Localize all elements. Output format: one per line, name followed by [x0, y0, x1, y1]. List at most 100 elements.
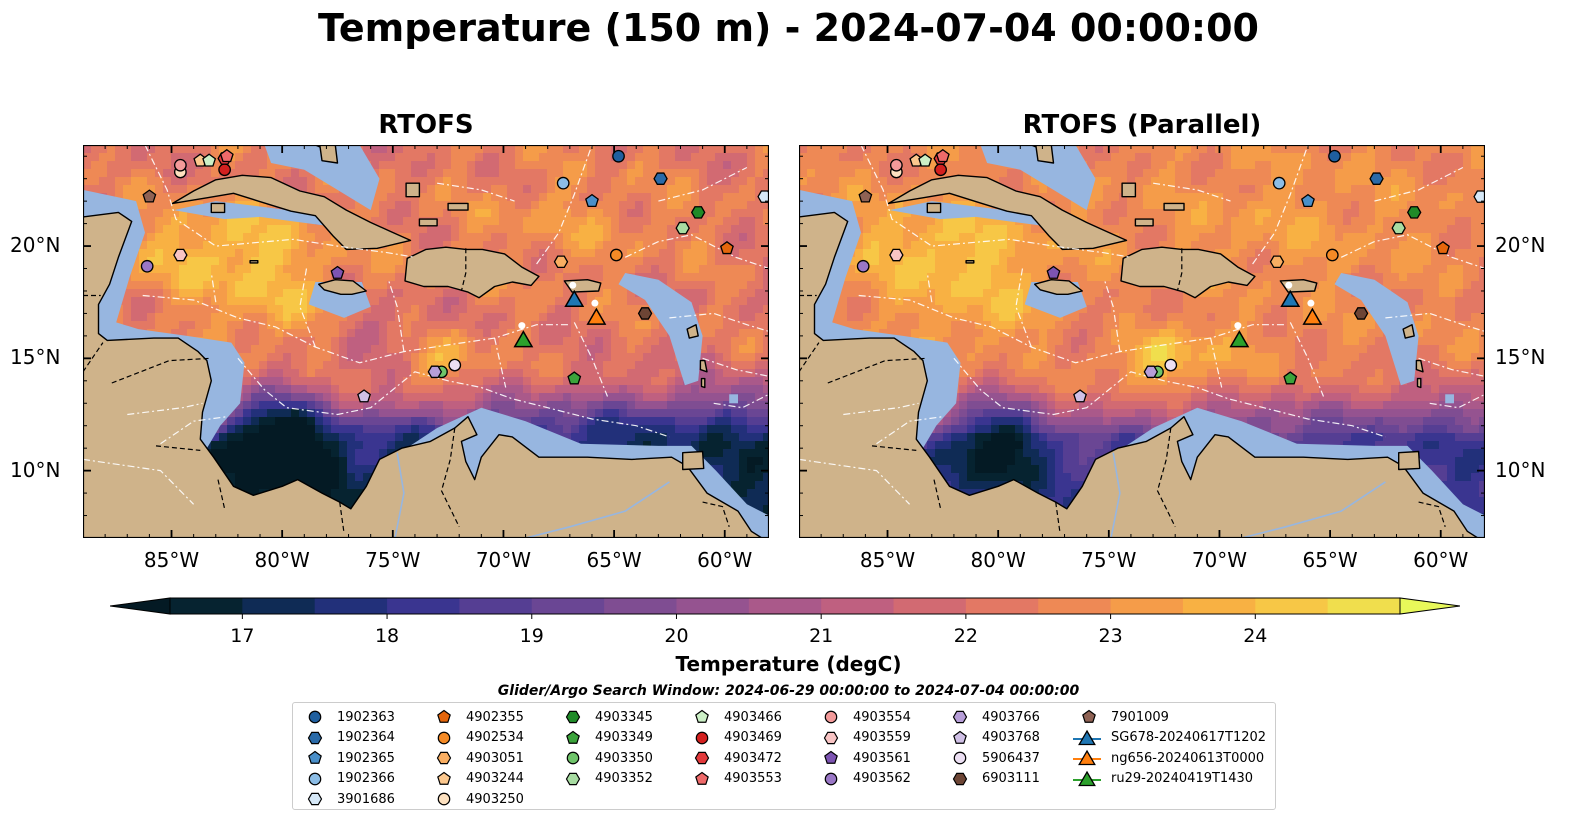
- legend-item-label: 4903466: [724, 709, 782, 725]
- circle-symbol: [566, 751, 580, 765]
- float-circle-marker: [934, 163, 947, 177]
- float-hexagon-marker: [1473, 190, 1485, 203]
- legend-item-label: ng656-20240613T0000: [1111, 750, 1265, 766]
- triangle-marker-icon: [1073, 770, 1101, 786]
- circle-symbol: [437, 731, 451, 745]
- glider-track-end: [1285, 281, 1293, 289]
- float-hexagon-marker: [553, 255, 569, 269]
- lat-tick-label-left: 10°N: [10, 457, 61, 482]
- legend-column: 4903766 4903768 5906437 6903111: [942, 707, 1040, 789]
- circle-symbol: [695, 731, 709, 745]
- float-hexagon-marker: [690, 206, 706, 219]
- glider-marker: [1302, 307, 1323, 325]
- legend-item: 1902364: [297, 728, 395, 749]
- legend-item-label: ru29-20240419T1430: [1111, 771, 1254, 787]
- lon-tick-label: 65°W: [586, 548, 642, 572]
- land-lesserAnt: [686, 323, 699, 339]
- lat-tick-label-left: 20°N: [10, 233, 61, 258]
- gliders: [513, 281, 607, 348]
- circle-marker-icon: [953, 751, 967, 765]
- land-turks: [1163, 202, 1185, 211]
- colorbar-segment: [604, 598, 678, 614]
- float-hexagon-marker: [1369, 172, 1384, 185]
- float-circle-marker: [556, 176, 570, 190]
- float-hexagon-marker: [1353, 307, 1369, 320]
- land-cuba: [171, 174, 412, 251]
- map-ticks: [83, 145, 769, 538]
- land-stlucia: [700, 377, 706, 389]
- hexagon-marker-icon: [565, 772, 581, 785]
- land-trinidad: [1398, 450, 1421, 471]
- colorbar: [110, 597, 1460, 619]
- land-acklins: [405, 182, 421, 198]
- glider-marker: [513, 330, 534, 348]
- land-jamaica: [1033, 278, 1083, 296]
- pentagon-symbol: [695, 771, 709, 785]
- legend-item: 4903466: [684, 707, 782, 728]
- legend-item-label: 4903768: [982, 730, 1040, 746]
- legend-item-label: 4903553: [724, 771, 782, 787]
- land: [799, 145, 1480, 538]
- float-pentagon-marker: [918, 153, 933, 167]
- hexagon-marker-icon: [307, 731, 323, 744]
- circle-marker-icon: [308, 710, 322, 724]
- float-circle-marker: [448, 358, 462, 372]
- pentagon-marker-icon: [437, 771, 451, 785]
- glider-marker: [564, 289, 585, 307]
- legend-item-label: 4903350: [595, 750, 653, 766]
- glider-track-end: [569, 281, 577, 289]
- lon-tick-label: 75°W: [365, 548, 421, 572]
- float-pentagon-marker: [720, 240, 734, 255]
- legend-item: 4903559: [813, 728, 911, 749]
- circle-symbol: [824, 710, 838, 724]
- eez-boundaries: [83, 145, 769, 505]
- colorbar-segment: [965, 598, 1039, 614]
- legend-column: 4903466 4903469 4903472 4903553: [684, 707, 782, 789]
- river: [1241, 481, 1386, 538]
- figure-title: Temperature (150 m) - 2024-07-04 00:00:0…: [317, 6, 1259, 50]
- legend-column: 4902355 4902534 4903051 4903244 4903250: [426, 707, 524, 810]
- legend-item: 5906437: [942, 748, 1040, 769]
- legend-item: 4903250: [426, 789, 524, 810]
- float-pentagon-marker: [330, 265, 345, 279]
- gliders: [1229, 281, 1323, 348]
- float-circle-marker: [612, 149, 625, 163]
- pentagon-symbol: [437, 710, 451, 724]
- legend-item-label: 5906437: [982, 750, 1040, 766]
- legend-item: 4903469: [684, 728, 782, 749]
- float-circle-marker: [173, 158, 187, 172]
- hexagon-marker-icon: [307, 793, 323, 806]
- colorbar-segment: [314, 598, 388, 614]
- colorbar-segment: [242, 598, 316, 614]
- float-pentagon-marker: [142, 189, 157, 203]
- map-panel-rtofs-parallel[interactable]: [799, 145, 1485, 538]
- circle-marker-icon: [695, 731, 709, 745]
- hexagon-marker-icon: [823, 731, 839, 744]
- float-circle-marker: [1325, 248, 1339, 262]
- colorbar-tick-label: 22: [953, 625, 978, 647]
- pentagon-marker-icon: [437, 710, 451, 724]
- float-pentagon-marker: [1073, 389, 1087, 403]
- float-pentagon-marker: [935, 148, 950, 163]
- colorbar-segment: [1110, 598, 1184, 614]
- circle-marker-icon: [824, 772, 838, 786]
- land-andros: [1035, 145, 1055, 164]
- country-borders: [799, 248, 1446, 534]
- legend-item-label: 4903349: [595, 730, 653, 746]
- legend-item-label: 4903766: [982, 709, 1040, 725]
- glider-marker: [1280, 289, 1301, 307]
- circle-symbol: [308, 772, 322, 786]
- legend-item: 4903554: [813, 707, 911, 728]
- glider-marker: [1229, 330, 1250, 348]
- legend-item-label: 4903352: [595, 771, 653, 787]
- map-panel-rtofs[interactable]: [83, 145, 769, 538]
- search-window-label: Glider/Argo Search Window: 2024-06-29 00…: [497, 683, 1080, 699]
- circle-symbol: [953, 751, 967, 765]
- panel-title-rtofs: RTOFS: [378, 110, 474, 140]
- hexagon-symbol: [952, 711, 968, 724]
- legend-item-label: 4902355: [466, 709, 524, 725]
- lat-tick-label-right: 15°N: [1495, 345, 1546, 370]
- legend-item-label: 4903561: [853, 750, 911, 766]
- map-ticks: [799, 145, 1485, 538]
- river: [525, 481, 670, 538]
